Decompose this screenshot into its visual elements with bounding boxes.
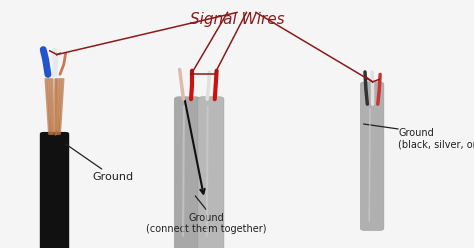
- FancyBboxPatch shape: [198, 97, 224, 248]
- FancyBboxPatch shape: [174, 97, 200, 248]
- Text: Ground
(black, silver, or gold): Ground (black, silver, or gold): [398, 128, 474, 150]
- FancyBboxPatch shape: [360, 82, 384, 231]
- Text: Ground
(connect them together): Ground (connect them together): [146, 213, 266, 234]
- Text: Signal Wires: Signal Wires: [190, 12, 284, 27]
- Text: Ground: Ground: [65, 144, 134, 182]
- FancyBboxPatch shape: [40, 132, 69, 248]
